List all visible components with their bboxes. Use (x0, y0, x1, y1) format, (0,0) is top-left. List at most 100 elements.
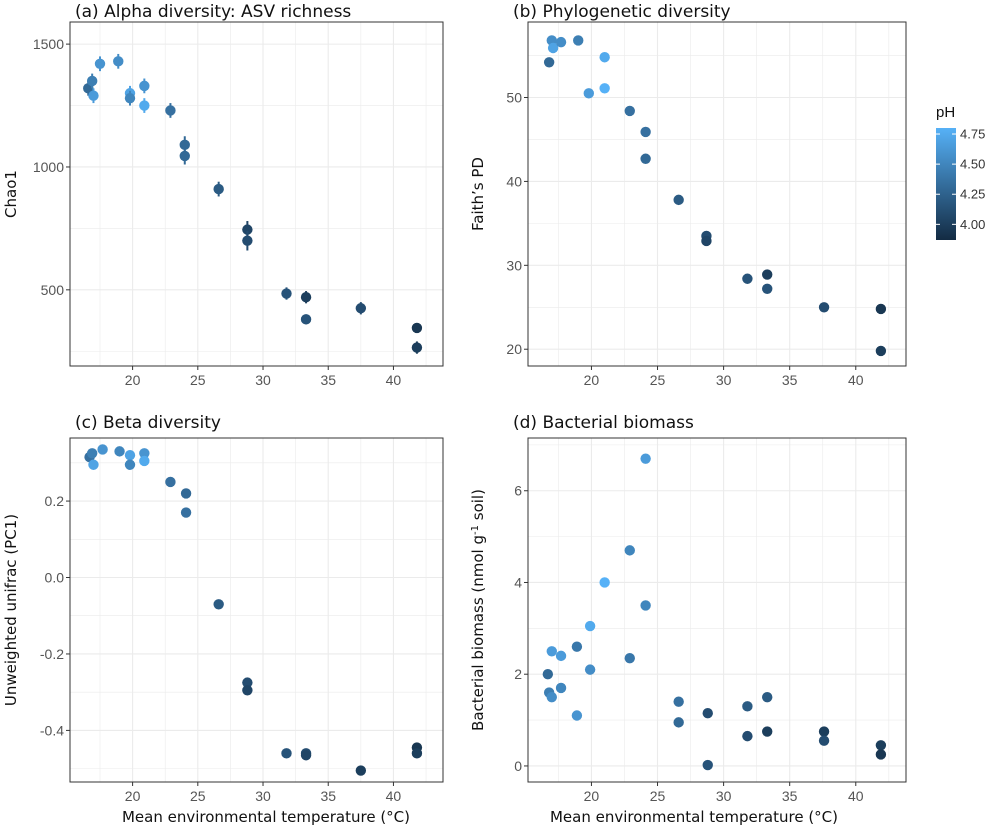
y-tick-label: 0 (514, 758, 522, 774)
x-tick-label: 25 (190, 788, 206, 804)
data-point (242, 677, 253, 688)
plot-border (69, 437, 444, 783)
x-axis-label-c: Mean environmental temperature (°C) (122, 808, 410, 826)
data-point (571, 641, 583, 652)
y-tick-label: 6 (514, 483, 522, 499)
data-point (411, 342, 423, 353)
data-point (114, 446, 125, 457)
data-point (300, 750, 312, 761)
data-point (88, 90, 99, 101)
y-tick-label: 1000 (33, 159, 64, 175)
data-point (355, 303, 367, 314)
data-point (599, 577, 610, 588)
data-point (818, 735, 830, 746)
ph-legend: pH 4.75 4.50 4.25 4.00 (936, 104, 985, 240)
y-axis-label: Bacterial biomass (nmol g-1 soil) (469, 489, 487, 731)
data-point (875, 740, 887, 751)
data-point (213, 183, 224, 195)
y-tick-label: 2 (514, 666, 522, 682)
data-point (411, 322, 423, 334)
data-point (742, 273, 753, 284)
data-point (640, 153, 651, 164)
data-point (599, 52, 610, 63)
legend-tick-label: 4.00 (960, 217, 985, 232)
data-point (242, 224, 253, 235)
legend-tick-label: 4.50 (960, 157, 985, 172)
y-tick-label: 40 (506, 173, 522, 189)
legend-tick-label: 4.25 (960, 187, 985, 202)
panel-a-alpha-diversity: 20 25 30 35 40 500 1000 1500 (a) Alpha diversity… (2, 2, 444, 388)
data-point (875, 345, 887, 357)
panel-title: (b) Phylogenetic diversity (513, 2, 731, 22)
panel-b-phylogenetic-diversity: 20 25 30 35 40 20 30 40 50 (b) Phylogenetic diver… (469, 2, 907, 388)
data-point (542, 669, 554, 680)
x-tick-label: 20 (125, 788, 141, 804)
x-tick-label: 20 (125, 372, 141, 388)
data-point (124, 450, 136, 461)
legend-title: pH (936, 104, 955, 121)
x-tick-label: 20 (584, 788, 600, 804)
x-tick-label: 25 (190, 372, 206, 388)
y-axis-label: Unweighted unifrac (PC1) (2, 514, 20, 706)
data-point (673, 696, 684, 707)
data-point (546, 691, 557, 703)
data-point (818, 302, 830, 313)
y-axis-label: Faith’s PD (469, 157, 487, 231)
x-tick-label: 35 (320, 372, 336, 388)
data-point (86, 75, 98, 87)
x-tick-label: 35 (320, 788, 336, 804)
y-tick-label: -0.2 (40, 646, 64, 662)
panel-d-bacterial-biomass: 20 25 30 35 40 0 2 4 6 (d) Bacterial biomass Bacte… (469, 413, 907, 804)
data-point (94, 58, 106, 69)
y-tick-label: 0.0 (45, 570, 65, 586)
data-point (762, 726, 773, 737)
data-point (165, 476, 176, 488)
data-point (179, 150, 190, 162)
data-point (165, 105, 176, 116)
data-point (355, 765, 367, 776)
x-tick-label: 40 (848, 372, 864, 388)
y-axis-label: Chao1 (2, 170, 20, 218)
data-point (300, 292, 312, 303)
y-tick-label: 50 (506, 90, 522, 106)
data-point (702, 708, 713, 719)
data-point (555, 682, 567, 694)
data-point (762, 269, 773, 280)
data-point (583, 88, 594, 99)
x-tick-label: 40 (386, 788, 402, 804)
data-point (411, 748, 423, 759)
y-tick-label: -0.4 (40, 722, 64, 738)
data-point (97, 444, 108, 455)
legend-colorbar (936, 128, 956, 240)
data-point (281, 748, 292, 759)
data-point (762, 283, 773, 295)
data-point (139, 80, 150, 92)
y-tick-label: 20 (506, 341, 522, 357)
data-point (88, 459, 99, 470)
y-tick-label: 30 (506, 257, 522, 273)
data-point (113, 56, 124, 67)
legend-ticks: 4.75 4.50 4.25 4.00 (936, 127, 985, 232)
x-axis-label-d: Mean environmental temperature (°C) (550, 808, 838, 826)
data-point (624, 652, 635, 664)
data-point (124, 92, 136, 104)
data-point (624, 105, 635, 117)
x-tick-label: 30 (255, 372, 271, 388)
data-point (139, 448, 150, 459)
data-point (702, 759, 713, 771)
data-point (640, 126, 651, 138)
x-tick-label: 30 (255, 788, 271, 804)
data-point (555, 36, 567, 48)
data-point (179, 139, 190, 151)
data-point (180, 488, 192, 499)
data-point (599, 83, 610, 94)
data-point (242, 685, 253, 696)
data-point (818, 726, 830, 737)
data-point (86, 448, 98, 459)
data-point (281, 288, 292, 299)
legend-tick-label: 4.75 (960, 127, 985, 142)
x-tick-label: 40 (386, 372, 402, 388)
plot-background (528, 438, 906, 782)
panel-title: (a) Alpha diversity: ASV richness (75, 2, 351, 22)
